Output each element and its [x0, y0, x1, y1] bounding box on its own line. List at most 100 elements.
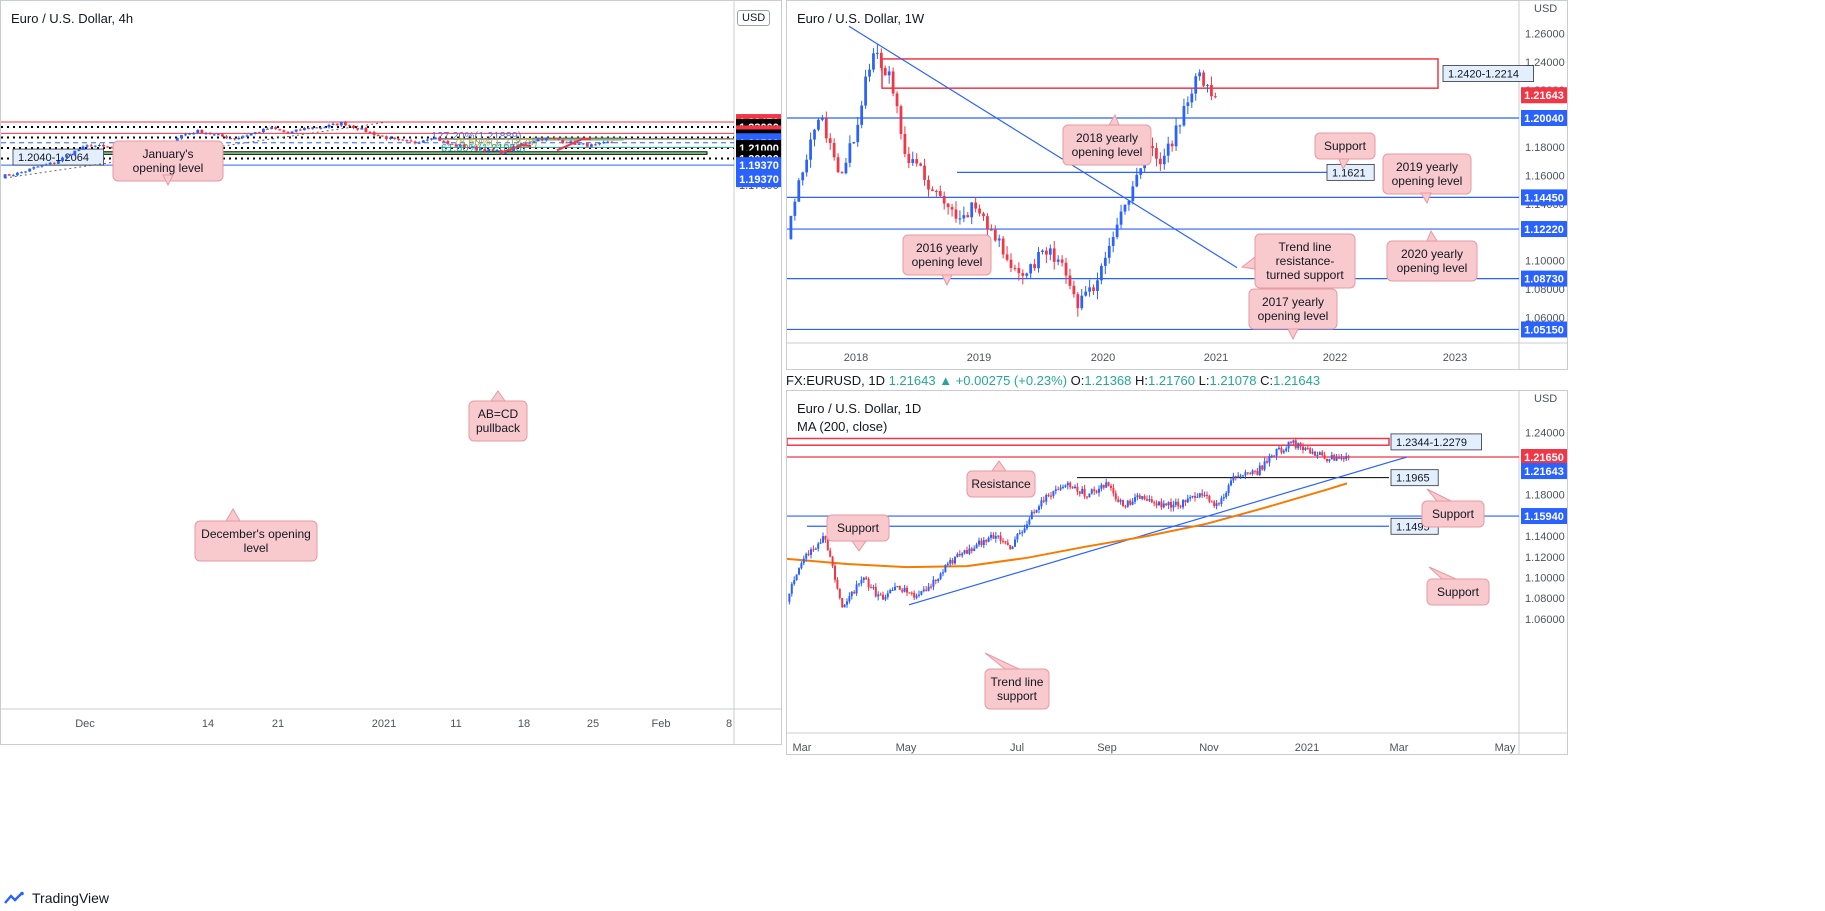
candle-body [405, 140, 409, 142]
candle-body [200, 130, 204, 134]
candle-body [801, 172, 805, 181]
w1-2020-label-line-1: opening level [1397, 261, 1468, 275]
w1-price-tag-4-bg [1521, 270, 1567, 287]
candle-body [831, 556, 834, 566]
candle-body [879, 594, 882, 596]
candle-body [1189, 497, 1192, 499]
candle-body [1072, 285, 1076, 295]
w1-2016-label-line-0: 2016 yearly [916, 241, 978, 255]
candle-body [356, 127, 360, 130]
d1-price-tag-1-bg [1521, 463, 1567, 480]
candle-body [261, 128, 265, 133]
candle-body [1112, 487, 1115, 494]
w1-trend-label-line-1: resistance- [1276, 254, 1335, 268]
candle-body [994, 535, 997, 539]
candle-body [1088, 287, 1091, 292]
candle-body [1201, 493, 1204, 496]
candle-body [1059, 487, 1062, 490]
candle-body [867, 579, 870, 588]
w1-zone-label: 1.2420-1.2214 [1448, 69, 1519, 81]
candle-body [915, 159, 919, 164]
candle-body [36, 166, 40, 168]
candle-body [475, 146, 479, 150]
candle-body [1186, 102, 1190, 106]
chart-title-d1: Euro / U.S. Dollar, 1D [797, 401, 922, 416]
h4-time-tick-4: 11 [450, 718, 461, 730]
candle-body [1047, 494, 1050, 496]
d1-resistance-label: Resistance [966, 460, 1036, 498]
candle-body [1263, 461, 1266, 470]
candle-body [1162, 503, 1165, 508]
candle-body [225, 136, 228, 139]
chart-h4-canvas[interactable]: 1.230001.225001.220001.215001.210001.205… [1, 1, 782, 745]
candle-body [954, 209, 958, 219]
candle-body [175, 138, 179, 142]
open-value: 1.21368 [1084, 373, 1132, 388]
candle-body [817, 543, 820, 549]
chart-d1-canvas[interactable]: 1.240001.220001.200001.180001.160001.140… [787, 391, 1568, 755]
candle-body [536, 138, 540, 142]
candle-body [1002, 540, 1004, 542]
d1-candles [788, 437, 1350, 608]
candle-body [409, 140, 413, 142]
candle-body [1323, 455, 1326, 459]
candle-body [1287, 441, 1290, 449]
candle-body [860, 105, 864, 125]
candle-body [434, 137, 438, 139]
candle-body [1013, 267, 1017, 269]
chart-panel-h4[interactable]: 1.230001.225001.220001.215001.210001.205… [0, 0, 782, 745]
d1-price-tag-0: 1.21650 [1524, 452, 1564, 464]
w1-trend-label-line-2: turned support [1266, 268, 1344, 282]
candle-body [1290, 441, 1292, 443]
h4-dec-open-label-tail [225, 508, 241, 522]
candle-body [1196, 496, 1199, 498]
candle-body [458, 144, 462, 147]
candle-body [97, 144, 101, 146]
chart-w1-canvas[interactable]: 1.260001.240001.220001.200001.180001.160… [787, 1, 1568, 370]
candle-body [384, 136, 388, 139]
candle-body [1158, 158, 1162, 165]
chart-title-w1: Euro / U.S. Dollar, 1W [797, 11, 925, 26]
candle-body [524, 143, 528, 145]
d1-time-tick-6: Mar [1390, 742, 1409, 754]
h4-price-tag-9-bg [736, 171, 781, 188]
candle-body [495, 149, 499, 151]
chart-panel-d1[interactable]: 1.240001.220001.200001.180001.160001.140… [786, 390, 1568, 755]
candle-body [1057, 489, 1060, 491]
candle-body [487, 149, 491, 152]
candle-body [1131, 501, 1134, 505]
tradingview-brand[interactable]: TradingView [4, 890, 109, 906]
candle-body [985, 540, 988, 542]
h4-jan-open-label-line-0: January's [143, 147, 194, 161]
candle-body [910, 592, 913, 594]
currency-button[interactable]: USD [737, 10, 771, 26]
candle-body [1151, 145, 1154, 149]
candle-body [949, 560, 952, 564]
candle-body [1347, 456, 1350, 458]
candle-body [911, 159, 915, 163]
d1-price-tag-2: 1.15940 [1524, 511, 1564, 523]
brand-name: TradingView [32, 890, 110, 906]
candle-body [1122, 500, 1124, 507]
candle-body [903, 133, 907, 154]
candle-body [838, 588, 841, 599]
open-label: O: [1070, 373, 1085, 388]
candle-body [1064, 262, 1068, 276]
candle-body [65, 155, 69, 158]
candle-body [1246, 472, 1249, 474]
d1-time-tick-0: Mar [793, 742, 812, 754]
candle-body [282, 130, 286, 132]
candle-body [1251, 470, 1254, 474]
candle-body [1103, 257, 1107, 266]
last-price: 1.21643 [888, 373, 936, 388]
candle-body [868, 69, 871, 77]
candle-body [368, 131, 372, 133]
candle-body [856, 124, 860, 143]
w1-2016-label-tail [941, 274, 953, 287]
chart-panel-w1[interactable]: 1.260001.240001.220001.200001.180001.160… [786, 0, 1568, 370]
candle-body [102, 144, 105, 147]
candle-body [1172, 504, 1175, 508]
d1-time-tick-2: Jul [1010, 742, 1024, 754]
w1-2018-label-box [1062, 124, 1152, 166]
candle-body [1080, 295, 1084, 309]
